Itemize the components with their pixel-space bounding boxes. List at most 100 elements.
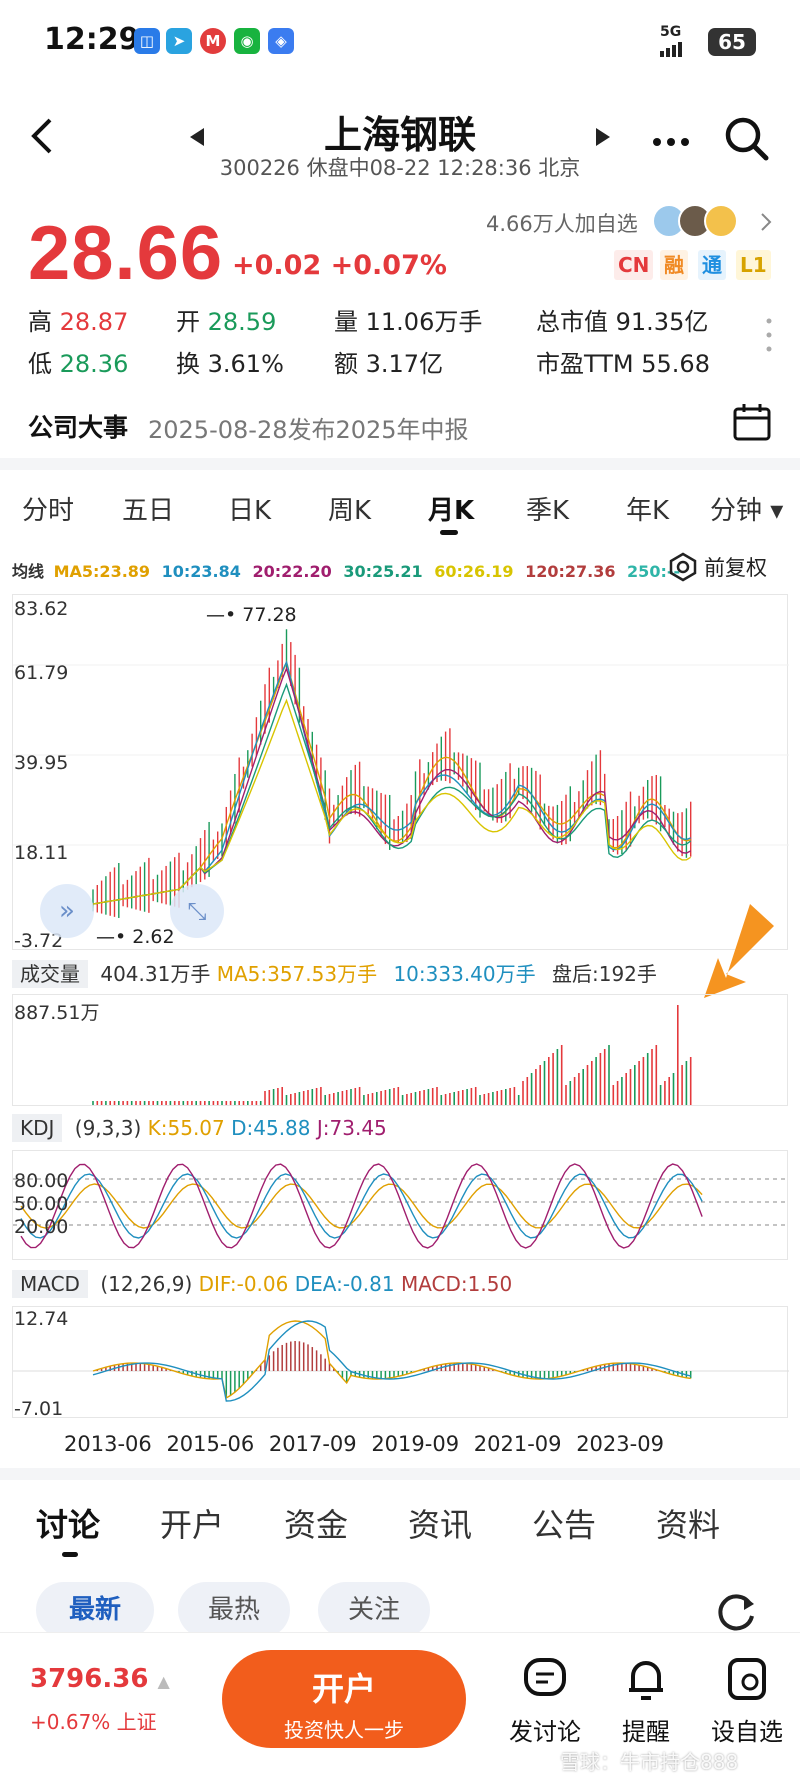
filter-hot[interactable]: 最热 — [178, 1582, 290, 1638]
kline-max-label: —• 77.28 — [206, 604, 297, 626]
kdj-svg — [13, 1163, 789, 1249]
open-account-button[interactable]: 开户 投资快人一步 — [222, 1650, 466, 1748]
arrow-annotation-icon — [704, 904, 774, 998]
calendar-icon — [733, 404, 771, 441]
adjust-button[interactable]: 前复权 — [668, 552, 767, 582]
ma-item: MA5:23.89 — [53, 562, 151, 581]
expand-stats-icon[interactable] — [766, 318, 772, 356]
kdj-level: 80.00 — [14, 1170, 69, 1192]
refresh-button[interactable] — [714, 1590, 758, 1638]
macd-dif: DIF:-0.06 — [198, 1272, 289, 1296]
tab-quarterly-k[interactable]: 季K — [526, 496, 570, 526]
macd-curve — [92, 1320, 691, 1402]
volume-y-label: 887.51万 — [14, 1002, 100, 1024]
price-change: +0.02 +0.07% — [232, 250, 447, 281]
event-title: 公司大事 — [28, 413, 129, 442]
wechat-icon: ◉ — [234, 28, 260, 54]
macd-header: MACD (12,26,9) DIF:-0.06 DEA:-0.81 MACD:… — [12, 1270, 513, 1298]
volume-ma5: MA5:357.53万手 — [216, 962, 378, 986]
tab-intraday[interactable]: 分时 — [22, 496, 75, 526]
macd-params: (12,26,9) — [100, 1272, 193, 1296]
active-tab-indicator — [62, 1552, 78, 1557]
tab-discussion[interactable]: 讨论 — [36, 1506, 101, 1544]
post-discussion-button[interactable]: 发讨论 — [502, 1656, 588, 1747]
stat-high: 高 28.87 — [28, 308, 129, 336]
chevron-right-icon — [760, 212, 772, 236]
kdj-chart[interactable] — [12, 1150, 789, 1260]
tab-minute[interactable]: 分钟 ▾ — [710, 496, 784, 526]
kline-chart[interactable] — [12, 594, 789, 950]
macd-curve — [92, 1320, 691, 1400]
network-indicator: 5G — [660, 24, 682, 57]
volume-after: 盘后:192手 — [551, 962, 657, 986]
tag-cn: CN — [614, 250, 654, 280]
ma-item: 10:23.84 — [161, 562, 241, 581]
tab-daily-k[interactable]: 日K — [228, 496, 272, 526]
x-axis-label: 2019-09 — [371, 1432, 460, 1456]
tab-monthly-k[interactable]: 月K — [428, 496, 475, 526]
alert-button[interactable]: 提醒 — [606, 1656, 686, 1747]
ma-item: 60:26.19 — [434, 562, 514, 581]
tag-connect: 通 — [698, 250, 726, 280]
tab-five-day[interactable]: 五日 — [122, 496, 175, 526]
triangle-right-icon — [596, 128, 610, 146]
search-icon — [725, 117, 769, 161]
stat-volume: 量 11.06万手 — [334, 308, 483, 336]
tab-announcements[interactable]: 公告 — [532, 1506, 597, 1544]
ma-item: 250:-- — [627, 562, 681, 581]
telegram-icon: ➤ — [166, 28, 192, 54]
chevron-left-icon — [31, 118, 52, 154]
scroll-left-button[interactable]: » — [40, 884, 94, 938]
index-change: +0.67% 上证 — [30, 1710, 157, 1734]
filter-following[interactable]: 关注 — [318, 1582, 430, 1638]
kdj-title[interactable]: KDJ — [12, 1114, 63, 1142]
event-text[interactable]: 2025-08-28发布2025年中报 — [148, 416, 469, 444]
tab-weekly-k[interactable]: 周K — [328, 496, 372, 526]
more-button[interactable] — [652, 132, 690, 151]
volume-chart[interactable] — [12, 994, 788, 1106]
kdj-d: D:45.88 — [231, 1116, 311, 1140]
stat-amount: 额 3.17亿 — [334, 350, 444, 378]
macd-value: MACD:1.50 — [400, 1272, 513, 1296]
volume-ma10: 10:333.40万手 — [393, 962, 536, 986]
action-label: 设自选 — [711, 1718, 783, 1746]
current-price: 28.66 — [28, 211, 224, 296]
macd-title[interactable]: MACD — [12, 1270, 88, 1298]
open-account-subtitle: 投资快人一步 — [284, 1718, 404, 1742]
kline-y-label: 39.95 — [14, 752, 69, 774]
macd-chart[interactable] — [12, 1306, 789, 1418]
kline-svg — [13, 629, 789, 918]
volume-header: 成交量 404.31万手 MA5:357.53万手 10:333.40万手 盘后… — [12, 958, 657, 988]
kline-y-label: -3.72 — [14, 930, 64, 952]
tab-yearly-k[interactable]: 年K — [626, 496, 670, 526]
tab-news[interactable]: 资讯 — [408, 1506, 473, 1544]
fullscreen-button[interactable]: ⤡ — [170, 884, 224, 938]
tab-profile[interactable]: 资料 — [656, 1506, 721, 1544]
calendar-button[interactable] — [732, 402, 772, 446]
follower-count[interactable]: 4.66万人加自选 — [486, 212, 638, 236]
ma-item: 120:27.36 — [525, 562, 616, 581]
add-watchlist-button[interactable]: 设自选 — [704, 1656, 790, 1747]
filter-latest[interactable]: 最新 — [36, 1582, 154, 1638]
divider — [0, 458, 800, 470]
macd-y-label: -7.01 — [14, 1398, 64, 1420]
battery-indicator: 65 — [708, 28, 756, 56]
index-value[interactable]: 3796.36 ▲ — [30, 1664, 170, 1694]
search-button[interactable] — [722, 114, 770, 166]
avatar — [704, 204, 738, 238]
volume-title[interactable]: 成交量 — [12, 960, 88, 988]
status-time: 12:29 — [44, 22, 140, 57]
follower-avatars[interactable] — [652, 204, 738, 238]
kline-y-label: 18.11 — [14, 842, 69, 864]
next-stock-button[interactable] — [596, 128, 610, 150]
tab-open-account[interactable]: 开户 — [160, 1506, 225, 1544]
kdj-curve — [20, 1163, 703, 1249]
x-axis-label: 2023-09 — [576, 1432, 664, 1456]
prev-stock-button[interactable] — [190, 128, 204, 150]
kline-min-label: —• 2.62 — [96, 926, 175, 948]
settings-hex-icon — [669, 552, 697, 582]
back-button[interactable] — [28, 116, 54, 160]
stat-low: 低 28.36 — [28, 350, 129, 378]
tab-funds[interactable]: 资金 — [284, 1506, 349, 1544]
kdj-curve — [20, 1183, 703, 1229]
